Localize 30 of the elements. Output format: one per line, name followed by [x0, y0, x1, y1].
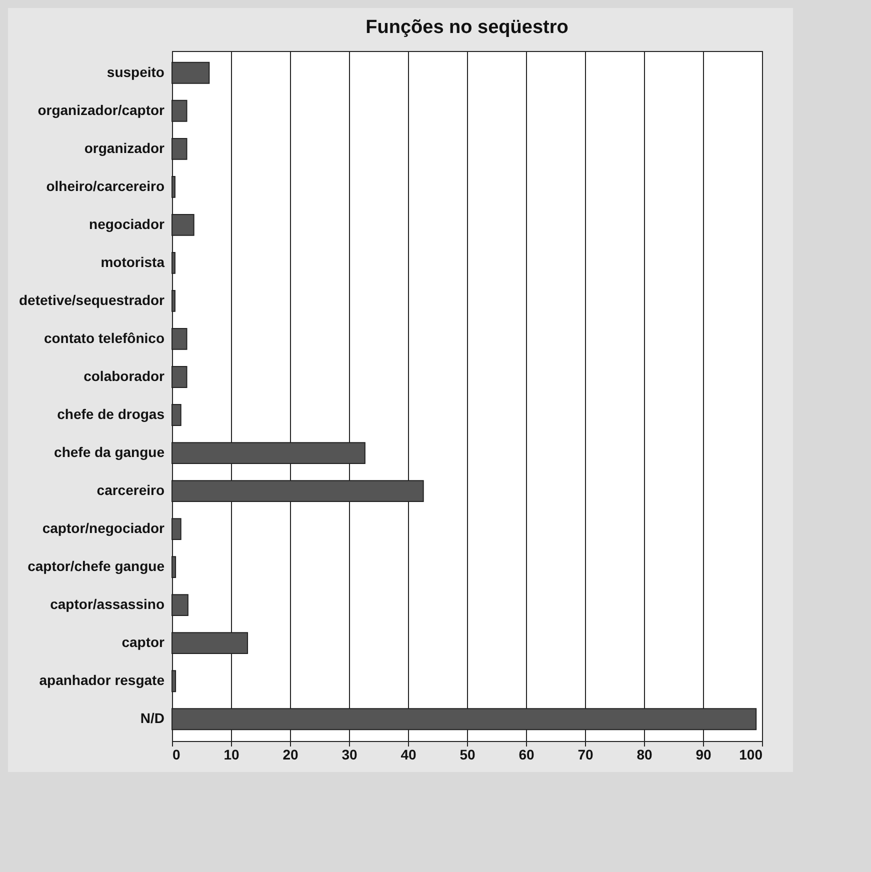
chart-title: Funções no seqüestro — [366, 17, 568, 38]
x-tick-label: 70 — [578, 746, 594, 762]
x-tick-label: 20 — [282, 746, 298, 762]
y-tick-label: chefe da gangue — [54, 444, 165, 460]
y-tick-label: suspeito — [106, 64, 164, 80]
y-tick-label: negociador — [89, 216, 166, 232]
y-tick-label: colaborador — [84, 368, 166, 384]
y-tick-label: organizador/captor — [38, 102, 166, 118]
y-tick-label: captor/assassino — [50, 596, 164, 612]
x-tick-label: 0 — [172, 746, 180, 762]
x-tick-label: 90 — [696, 746, 712, 762]
x-tick-label: 10 — [224, 746, 240, 762]
y-tick-label: chefe de drogas — [57, 406, 165, 422]
y-tick-label: N/D — [140, 710, 164, 726]
x-tick-label: 80 — [636, 746, 652, 762]
y-tick-label: organizador — [84, 140, 166, 156]
y-tick-label: contato telefônico — [44, 330, 164, 346]
y-tick-label: carcereiro — [96, 482, 164, 498]
y-tick-label: captor/chefe gangue — [28, 558, 165, 574]
y-tick-label: captor/negociador — [42, 520, 166, 536]
x-tick-label: 60 — [518, 746, 534, 762]
x-tick-label: 30 — [342, 746, 358, 762]
x-tick-label: 40 — [400, 746, 416, 762]
y-tick-label: motorista — [100, 254, 165, 270]
y-tick-label: detetive/sequestrador — [19, 292, 166, 308]
x-tick-label: 50 — [460, 746, 476, 762]
y-tick-label: olheiro/carcereiro — [46, 178, 164, 194]
x-tick-label: 100 — [739, 746, 763, 762]
y-tick-label: apanhador resgate — [39, 672, 165, 688]
y-tick-label: captor — [122, 634, 166, 650]
